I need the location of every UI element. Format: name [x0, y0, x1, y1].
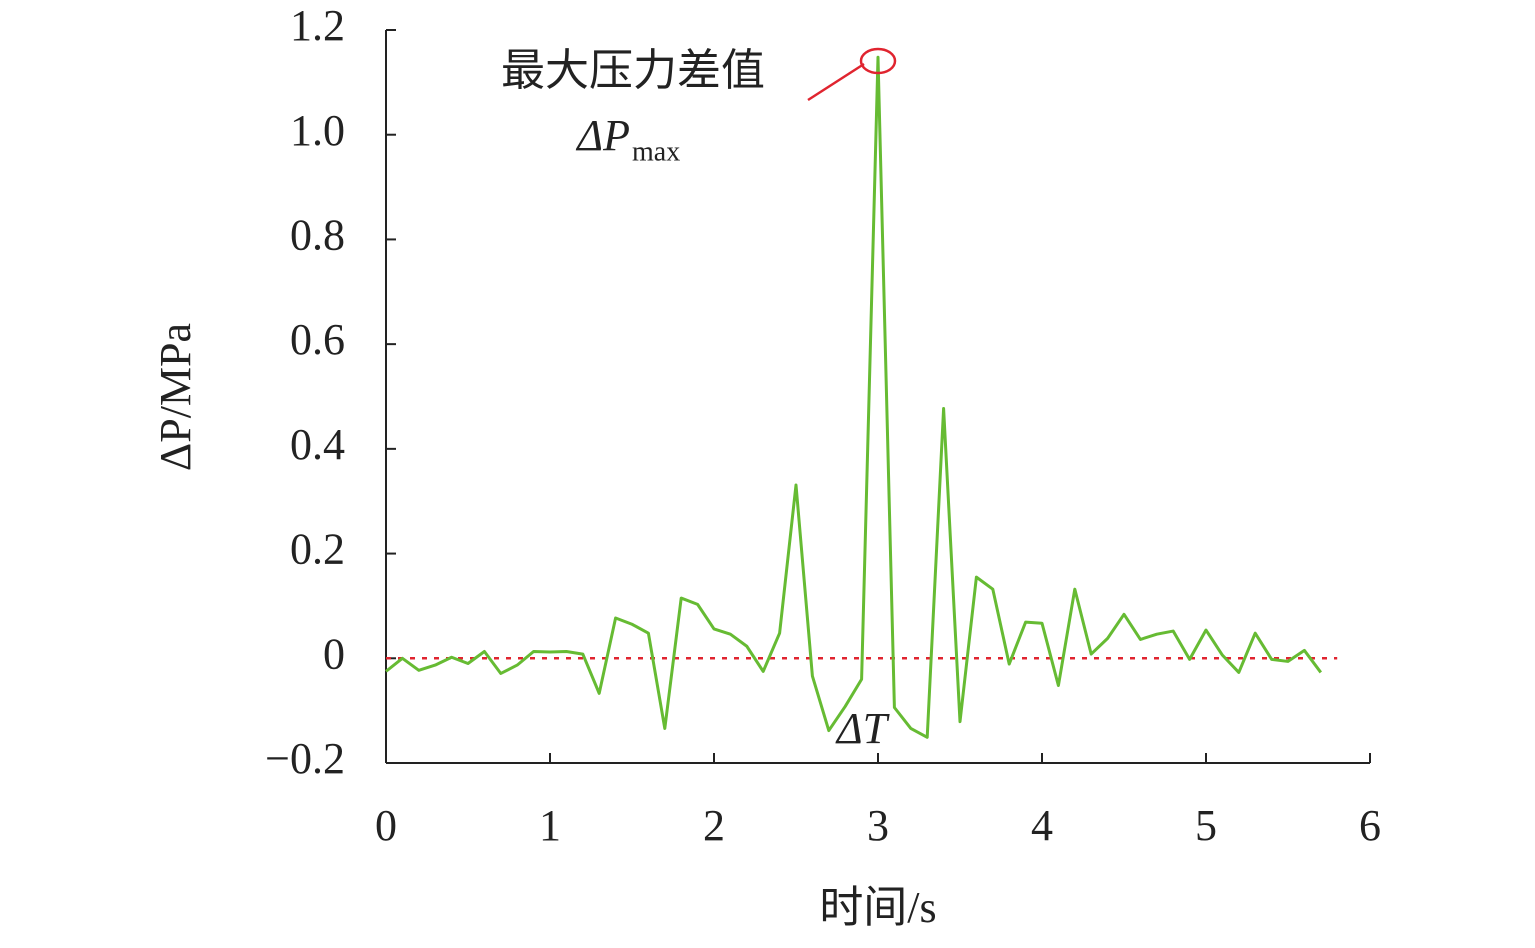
x-tick-label: 4: [1031, 801, 1053, 850]
x-tick-label: 3: [867, 801, 889, 850]
x-tick-label: 2: [703, 801, 725, 850]
peak-symbol: ΔP: [575, 111, 630, 160]
y-tick-label: 0.6: [290, 315, 345, 364]
y-tick-label: 1.2: [290, 1, 345, 50]
data-line: [385, 55, 1323, 739]
x-axis-label: 时间/s: [819, 883, 936, 932]
y-axis-label: ΔP/MPa: [151, 323, 200, 471]
y-tick-label: 0.4: [290, 420, 345, 469]
x-tick-label: 6: [1359, 801, 1381, 850]
y-tick-label: 0.8: [290, 211, 345, 260]
y-tick-label: 1.0: [290, 106, 345, 155]
x-tick-label: 1: [539, 801, 561, 850]
y-tick-label: −0.2: [265, 734, 345, 783]
peak-circle: [859, 47, 897, 75]
peak-subscript: max: [632, 136, 680, 167]
x-tick-label: 0: [375, 801, 397, 850]
interval-label: ΔT: [835, 704, 891, 753]
peak-leader: [807, 62, 865, 102]
y-tick-label: 0.2: [290, 525, 345, 574]
x-tick-label: 5: [1195, 801, 1217, 850]
y-tick-label: 0: [323, 629, 345, 678]
peak-label: 最大压力差值: [501, 46, 765, 95]
